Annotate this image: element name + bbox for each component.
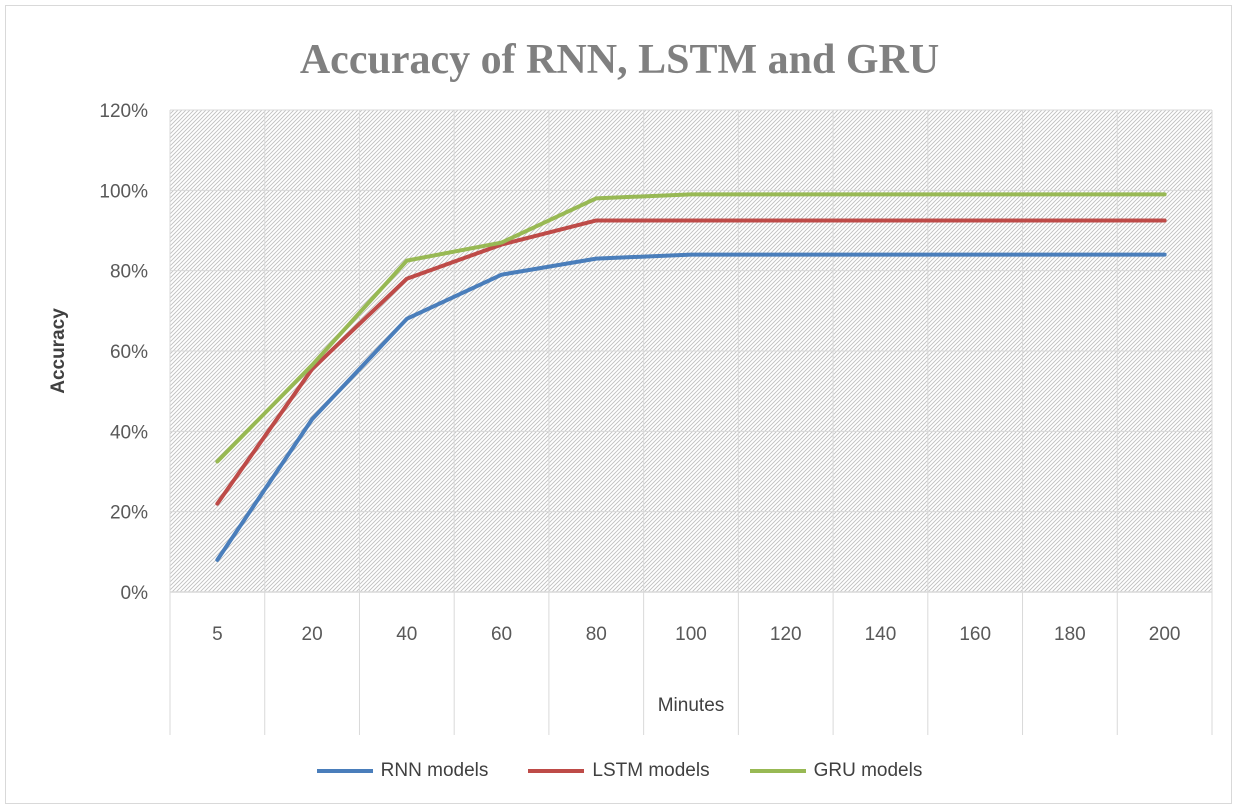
tick-labels: 0% 20% 40% 60% 80% 100% 120% 5 20 40 60 80 100 120 140… [99, 101, 1180, 645]
series-line-gru [215, 192, 1167, 464]
legend-swatch-rnn [316, 769, 373, 773]
x-tick-label: 100 [675, 624, 707, 645]
legend-swatch-lstm [528, 769, 585, 773]
legend-item-gru: GRU models [749, 760, 923, 782]
legend-label-gru: GRU models [813, 760, 923, 781]
legend: RNN models LSTM models GRU models [0, 760, 1239, 782]
x-tick-label: 5 [212, 624, 223, 645]
x-tick-label: 140 [865, 624, 897, 645]
legend-label-lstm: LSTM models [592, 760, 710, 781]
x-tick-label: 120 [770, 624, 802, 645]
legend-label-rnn: RNN models [380, 760, 489, 781]
y-axis-title: Accuracy [48, 308, 69, 394]
x-tick-label: 20 [302, 624, 323, 645]
y-tick-label: 40% [110, 422, 148, 443]
legend-item-lstm: LSTM models [528, 760, 710, 782]
y-tick-label: 0% [121, 583, 149, 604]
y-tick-label: 80% [110, 262, 148, 283]
y-tick-label: 20% [110, 503, 148, 524]
chart-title: Accuracy of RNN, LSTM and GRU [299, 37, 940, 83]
x-tick-label: 40 [396, 624, 417, 645]
series-lines [215, 192, 1167, 562]
x-tick-label: 180 [1054, 624, 1086, 645]
y-tick-label: 120% [99, 101, 148, 122]
x-tick-label: 160 [959, 624, 991, 645]
y-tick-label: 100% [99, 181, 148, 202]
gridlines [169, 109, 1213, 735]
legend-item-rnn: RNN models [316, 760, 489, 782]
x-tick-label: 80 [586, 624, 607, 645]
y-tick-label: 60% [110, 342, 148, 363]
x-axis-title: Minutes [658, 695, 725, 716]
series-line-rnn [215, 252, 1167, 562]
series-line-lstm [215, 218, 1167, 506]
x-tick-label: 60 [491, 624, 512, 645]
x-tick-label: 200 [1149, 624, 1181, 645]
legend-swatch-gru [749, 769, 806, 773]
